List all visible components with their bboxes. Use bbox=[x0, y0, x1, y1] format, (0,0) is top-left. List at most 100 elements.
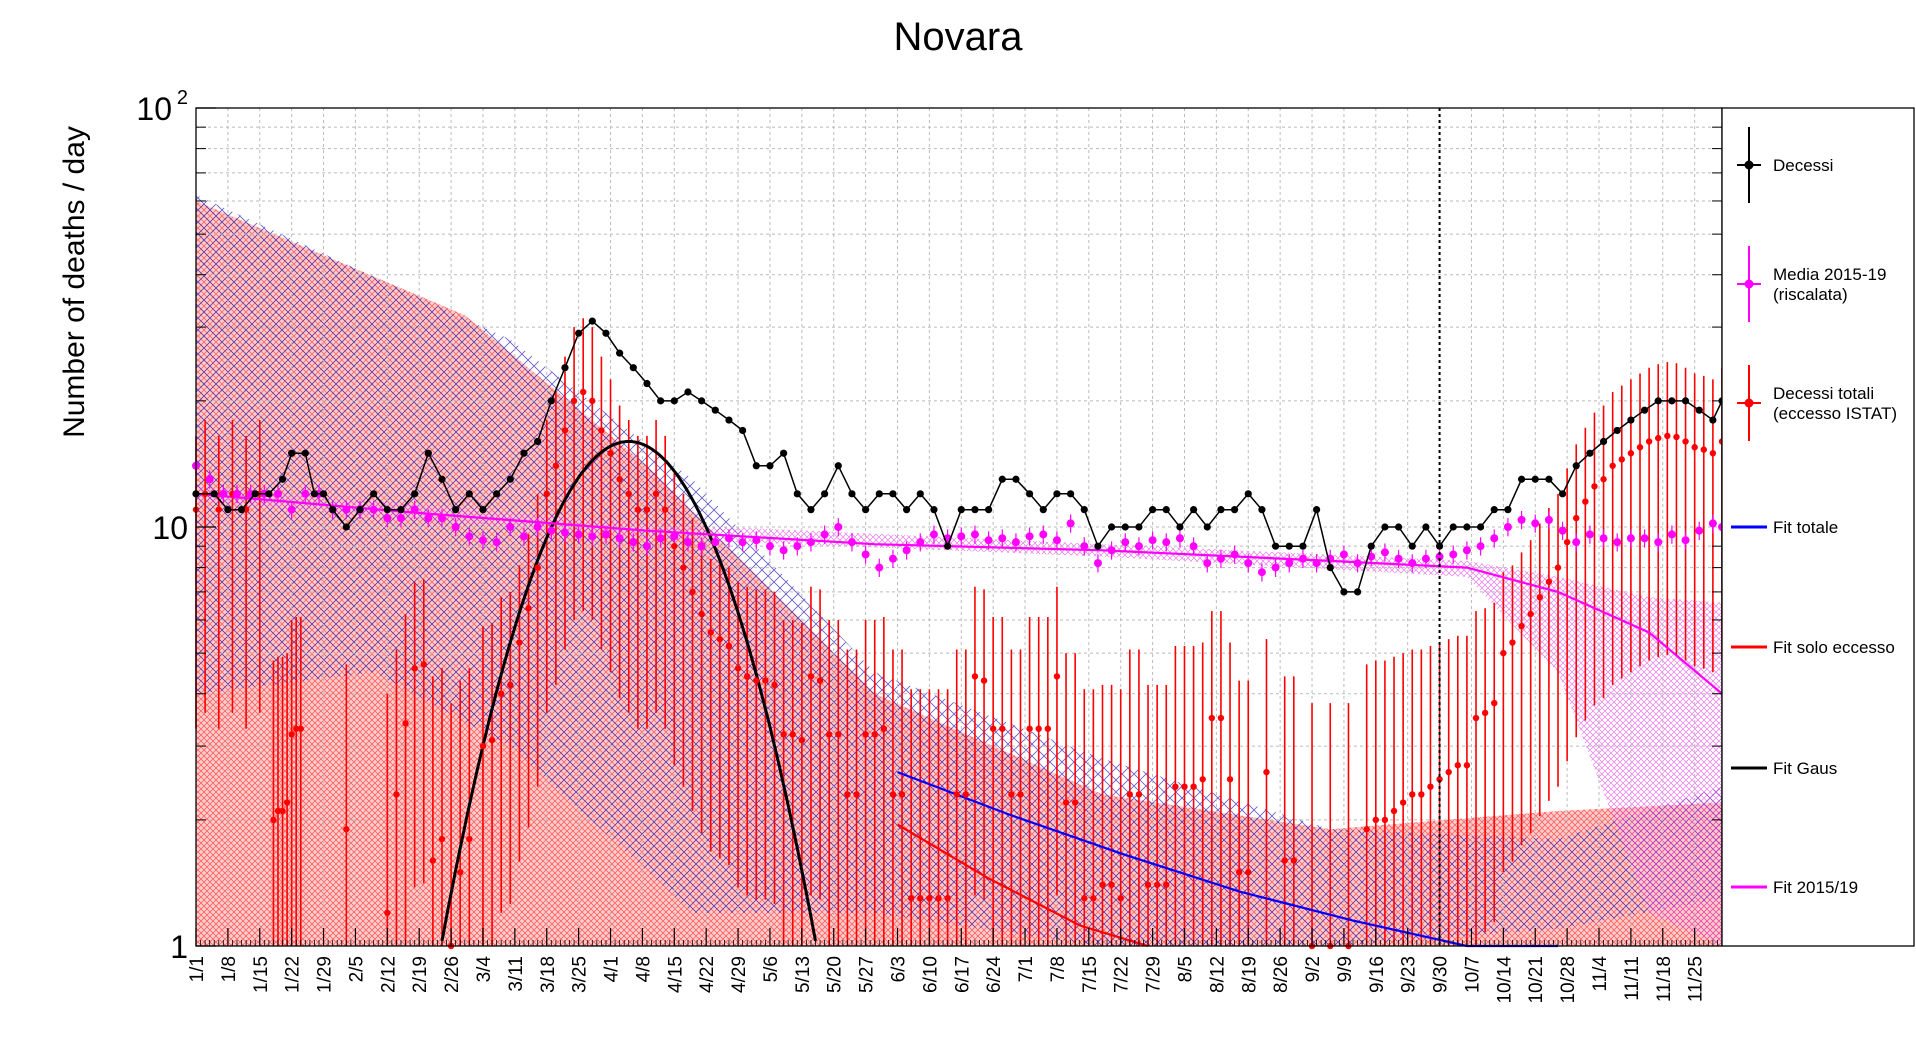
point-media bbox=[1462, 546, 1471, 555]
point-excess bbox=[1062, 799, 1070, 806]
point-decessi bbox=[1381, 523, 1389, 531]
point-media bbox=[711, 538, 720, 547]
x-tick-label: 4/22 bbox=[697, 956, 718, 993]
point-excess bbox=[1053, 673, 1061, 680]
point-decessi bbox=[807, 506, 815, 514]
point-decessi bbox=[903, 506, 911, 514]
point-excess bbox=[1290, 857, 1298, 864]
point-media bbox=[1230, 550, 1239, 559]
point-excess bbox=[1099, 881, 1106, 888]
point-excess bbox=[1427, 783, 1434, 790]
point-excess bbox=[384, 909, 391, 917]
point-decessi bbox=[1230, 506, 1239, 514]
point-excess bbox=[498, 690, 505, 697]
point-excess bbox=[707, 629, 714, 636]
point-excess bbox=[1126, 791, 1134, 798]
point-excess bbox=[734, 665, 742, 672]
point-excess bbox=[293, 725, 300, 732]
point-media bbox=[1681, 536, 1690, 545]
point-decessi bbox=[916, 490, 924, 498]
point-excess bbox=[288, 731, 295, 738]
point-media bbox=[1339, 550, 1348, 559]
point-decessi bbox=[1012, 475, 1020, 483]
point-excess bbox=[1245, 869, 1252, 876]
point-decessi bbox=[1599, 437, 1608, 446]
legend-label: Fit solo eccesso bbox=[1773, 638, 1895, 657]
point-decessi bbox=[629, 364, 637, 372]
point-media bbox=[1244, 559, 1253, 568]
point-excess bbox=[1682, 438, 1689, 445]
band-total-hatch bbox=[196, 195, 1722, 946]
point-excess bbox=[1609, 462, 1616, 469]
x-tick-label: 5/13 bbox=[793, 956, 814, 993]
fit-line-fit-gaus bbox=[440, 440, 817, 942]
point-decessi bbox=[670, 397, 678, 405]
x-tick-label: 1/22 bbox=[283, 956, 304, 993]
legend: Decessi Media 2015-19(riscalata) Decessi t… bbox=[1721, 107, 1915, 947]
point-media bbox=[1490, 534, 1499, 543]
point-media bbox=[1544, 515, 1553, 524]
point-decessi bbox=[1572, 462, 1580, 470]
point-decessi bbox=[288, 449, 296, 457]
point-excess bbox=[1491, 699, 1498, 707]
x-tick-label: 9/23 bbox=[1399, 956, 1420, 993]
y-tick-label: 10 bbox=[152, 510, 188, 546]
point-decessi bbox=[1053, 490, 1061, 498]
point-decessi bbox=[1285, 542, 1293, 550]
point-media bbox=[1257, 568, 1266, 577]
point-media bbox=[396, 514, 405, 523]
point-media bbox=[506, 523, 515, 531]
x-tick-label: 3/11 bbox=[506, 956, 527, 992]
point-decessi bbox=[588, 317, 596, 325]
point-excess bbox=[1363, 826, 1370, 833]
point-excess bbox=[402, 720, 409, 727]
point-media bbox=[287, 505, 296, 514]
point-excess bbox=[543, 490, 550, 498]
x-tick-label: 11/18 bbox=[1654, 956, 1675, 1002]
point-excess bbox=[1235, 869, 1243, 876]
point-excess bbox=[607, 450, 614, 457]
point-decessi bbox=[370, 490, 378, 498]
x-tick-label: 4/1 bbox=[602, 956, 623, 982]
point-media bbox=[1216, 554, 1225, 563]
point-excess bbox=[598, 427, 605, 434]
point-excess bbox=[1281, 857, 1288, 864]
point-excess bbox=[762, 677, 769, 684]
point-excess bbox=[393, 791, 400, 798]
point-media bbox=[574, 530, 583, 539]
point-excess bbox=[297, 725, 304, 732]
point-decessi bbox=[1558, 490, 1567, 498]
point-media bbox=[970, 530, 979, 539]
point-media bbox=[875, 563, 884, 572]
point-excess bbox=[753, 677, 760, 684]
point-decessi bbox=[1504, 506, 1512, 514]
point-decessi bbox=[1640, 406, 1649, 414]
point-excess bbox=[1190, 783, 1197, 790]
point-media bbox=[957, 532, 966, 541]
point-excess bbox=[926, 895, 933, 902]
x-tick-label: 7/8 bbox=[1048, 956, 1069, 982]
point-media bbox=[1380, 548, 1389, 557]
point-media bbox=[765, 542, 774, 551]
x-tick-label: 2/19 bbox=[410, 956, 431, 993]
legend-label: Fit 2015/19 bbox=[1773, 878, 1858, 897]
legend-swatch-marker bbox=[1744, 279, 1754, 289]
point-decessi bbox=[1067, 490, 1075, 498]
point-media bbox=[1394, 554, 1403, 563]
point-decessi bbox=[848, 490, 856, 498]
point-media bbox=[1148, 536, 1157, 545]
point-excess bbox=[1472, 714, 1480, 722]
point-excess bbox=[1172, 783, 1179, 790]
point-decessi bbox=[657, 397, 665, 405]
point-media bbox=[670, 532, 679, 541]
point-excess bbox=[1618, 456, 1625, 463]
point-decessi bbox=[1094, 542, 1102, 550]
legend-label: Decessi bbox=[1773, 156, 1833, 175]
point-decessi bbox=[452, 506, 460, 514]
x-tick-label: 10/7 bbox=[1463, 956, 1484, 993]
x-tick-label: 9/16 bbox=[1367, 956, 1388, 993]
point-decessi bbox=[1681, 397, 1690, 405]
point-media bbox=[629, 538, 638, 547]
point-decessi bbox=[1422, 523, 1430, 531]
point-excess bbox=[552, 462, 560, 469]
